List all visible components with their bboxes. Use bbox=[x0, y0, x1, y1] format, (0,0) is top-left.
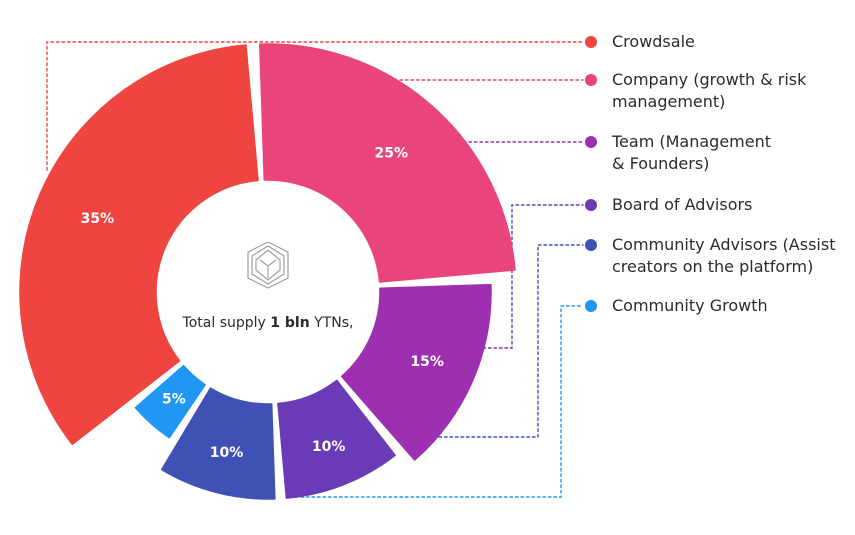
legend-marker-community-growth bbox=[585, 300, 597, 312]
total-supply-text: Total supply 1 bln YTNs, bbox=[182, 315, 354, 331]
slice-label-community-growth: 5% bbox=[162, 391, 186, 407]
slice-community-advisors-assist-creators-on-the-platform bbox=[160, 387, 276, 500]
slice-team-management-founders bbox=[340, 283, 492, 461]
slice-community-growth bbox=[134, 364, 206, 439]
slice-label-board-of-advisors: 10% bbox=[312, 439, 346, 455]
chart-center: Total supply 1 bln YTNs, bbox=[182, 241, 354, 331]
legend-label-company-growth-risk-management: Company (growth & risk bbox=[612, 70, 807, 89]
slice-label-community-advisors-assist-creators-on-the-platform: 10% bbox=[210, 445, 244, 461]
legend-label-team-management-founders: Team (Management bbox=[611, 132, 771, 151]
slice-label-company-growth-risk-management: 25% bbox=[374, 146, 408, 162]
legend-label-community-advisors-assist-creators-on-the-platform: creators on the platform) bbox=[612, 257, 813, 276]
legend-marker-company-growth-risk-management bbox=[585, 74, 597, 86]
connector-community-advisors-assist-creators-on-the-platform bbox=[394, 244, 584, 438]
legend-marker-team-management-founders bbox=[585, 136, 597, 148]
connector-crowdsale bbox=[46, 41, 584, 171]
legend-marker-community-advisors-assist-creators-on-the-platform bbox=[585, 239, 597, 251]
legend-marker-board-of-advisors bbox=[585, 199, 597, 211]
stacked-cube-logo-icon bbox=[247, 241, 289, 289]
connector-team-management-founders bbox=[464, 141, 584, 161]
legend-label-crowdsale: Crowdsale bbox=[612, 32, 695, 51]
legend-label-company-growth-risk-management: management) bbox=[612, 92, 725, 111]
slice-label-team-management-founders: 15% bbox=[410, 354, 444, 370]
slice-labels: 35% 25% 15% 10% 10% 5% bbox=[81, 146, 444, 462]
slice-company-growth-risk-management bbox=[259, 43, 516, 283]
slice-label-crowdsale: 35% bbox=[81, 211, 115, 227]
slice-crowdsale bbox=[19, 44, 259, 446]
legend: Crowdsale Company (growth & risk managemen… bbox=[585, 32, 835, 315]
slice-board-of-advisors bbox=[277, 379, 396, 499]
donut-slices bbox=[19, 43, 516, 500]
legend-label-board-of-advisors: Board of Advisors bbox=[612, 195, 752, 214]
legend-label-team-management-founders: & Founders) bbox=[612, 154, 709, 173]
legend-label-community-growth: Community Growth bbox=[612, 296, 768, 315]
legend-marker-crowdsale bbox=[585, 36, 597, 48]
connector-board-of-advisors bbox=[471, 204, 584, 349]
legend-label-community-advisors-assist-creators-on-the-platform: Community Advisors (Assist bbox=[612, 235, 835, 254]
